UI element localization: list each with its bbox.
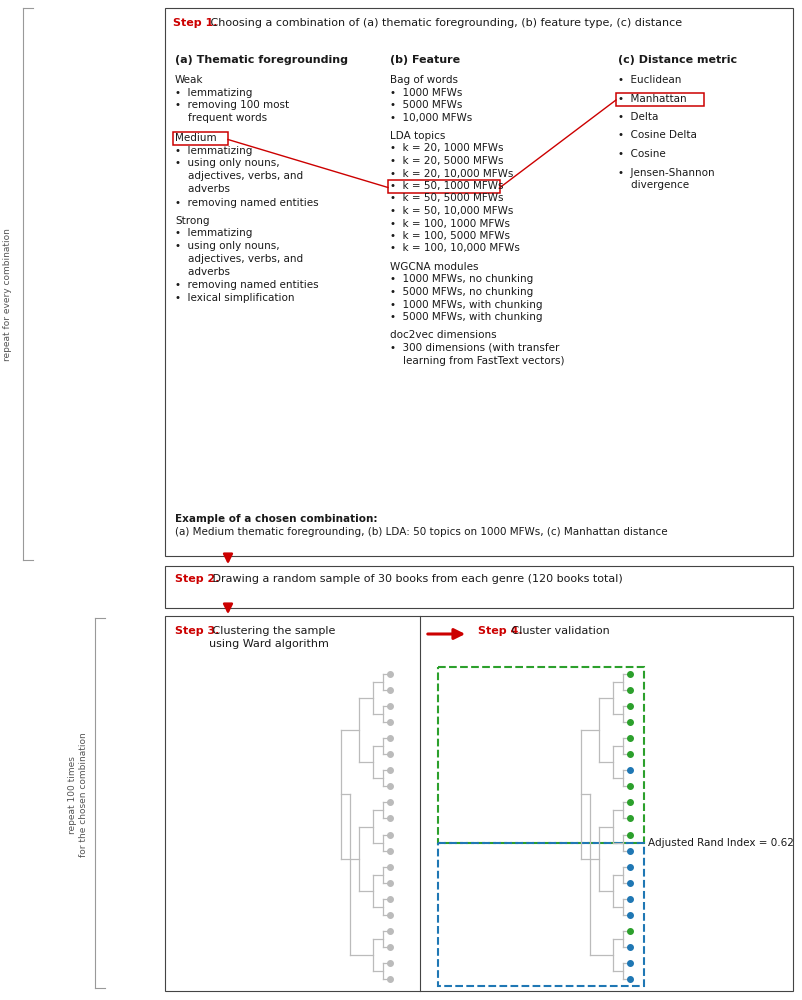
Text: Drawing a random sample of 30 books from each genre (120 books total): Drawing a random sample of 30 books from… [209,574,622,584]
Text: •  Cosine: • Cosine [618,149,665,159]
Text: •  k = 100, 5000 MFWs: • k = 100, 5000 MFWs [390,231,509,241]
Text: •  k = 20, 5000 MFWs: • k = 20, 5000 MFWs [390,156,503,166]
Text: •  k = 50, 1000 MFWs: • k = 50, 1000 MFWs [390,181,503,191]
Text: •  k = 50, 10,000 MFWs: • k = 50, 10,000 MFWs [390,206,512,216]
Text: •  5000 MFWs, no chunking: • 5000 MFWs, no chunking [390,287,533,297]
Text: Medium: Medium [175,133,217,143]
Text: Cluster validation: Cluster validation [508,626,609,636]
Bar [164,8,792,556]
Text: •  lemmatizing: • lemmatizing [175,229,252,238]
Text: •  lemmatizing: • lemmatizing [175,145,252,155]
Bar [164,566,792,608]
Text: •  using only nouns,
    adjectives, verbs, and
    adverbs: • using only nouns, adjectives, verbs, a… [175,241,302,277]
Bar [172,132,228,145]
Bar [437,843,643,986]
Text: (b) Feature: (b) Feature [390,55,460,65]
Text: Strong: Strong [175,216,209,226]
Text: Weak: Weak [175,75,203,85]
Text: •  using only nouns,
    adjectives, verbs, and
    adverbs: • using only nouns, adjectives, verbs, a… [175,158,302,194]
Text: •  Jensen-Shannon
    divergence: • Jensen-Shannon divergence [618,167,714,190]
Text: using Ward algorithm: using Ward algorithm [209,639,329,649]
Text: •  k = 100, 1000 MFWs: • k = 100, 1000 MFWs [390,219,509,229]
Text: •  k = 20, 10,000 MFWs: • k = 20, 10,000 MFWs [390,168,512,178]
Text: •  removing named entities: • removing named entities [175,280,318,290]
Text: •  10,000 MFWs: • 10,000 MFWs [390,112,472,122]
Text: •  k = 50, 5000 MFWs: • k = 50, 5000 MFWs [390,194,503,204]
Text: •  k = 20, 1000 MFWs: • k = 20, 1000 MFWs [390,143,503,153]
Text: Choosing a combination of (a) thematic foregrounding, (b) feature type, (c) dist: Choosing a combination of (a) thematic f… [207,18,681,28]
Text: •  5000 MFWs, with chunking: • 5000 MFWs, with chunking [390,312,542,322]
Text: •  1000 MFWs: • 1000 MFWs [390,88,462,98]
Text: repeat 100 times
for the chosen combination: repeat 100 times for the chosen combinat… [67,733,88,857]
Text: (c) Distance metric: (c) Distance metric [618,55,736,65]
Text: •  Delta: • Delta [618,112,658,122]
Text: •  1000 MFWs, with chunking: • 1000 MFWs, with chunking [390,300,542,310]
Text: Step 2.: Step 2. [175,574,219,584]
Text: Clustering the sample: Clustering the sample [209,626,335,636]
Text: •  Manhattan: • Manhattan [618,94,686,104]
Text: repeat for every combination: repeat for every combination [3,229,13,361]
Text: •  300 dimensions (with transfer
    learning from FastText vectors): • 300 dimensions (with transfer learning… [390,343,564,366]
Text: (a) Medium thematic foregrounding, (b) LDA: 50 topics on 1000 MFWs, (c) Manhatta: (a) Medium thematic foregrounding, (b) L… [175,527,666,537]
Text: doc2vec dimensions: doc2vec dimensions [390,330,496,340]
Text: Example of a chosen combination:: Example of a chosen combination: [175,514,377,524]
Text: •  Cosine Delta: • Cosine Delta [618,130,696,140]
Text: •  lexical simplification: • lexical simplification [175,293,294,303]
Bar [615,93,703,105]
Text: (a) Thematic foregrounding: (a) Thematic foregrounding [175,55,347,65]
Text: •  Euclidean: • Euclidean [618,75,681,85]
Bar [387,180,500,193]
Text: •  1000 MFWs, no chunking: • 1000 MFWs, no chunking [390,274,533,284]
Text: Adjusted Rand Index = 0.62: Adjusted Rand Index = 0.62 [647,838,793,848]
Text: •  lemmatizing: • lemmatizing [175,88,252,98]
Bar [437,667,643,843]
Text: Step 3.: Step 3. [175,626,219,636]
Text: LDA topics: LDA topics [390,131,445,141]
Text: •  k = 100, 10,000 MFWs: • k = 100, 10,000 MFWs [390,243,519,253]
Text: WGCNA modules: WGCNA modules [390,262,478,272]
Text: •  removing named entities: • removing named entities [175,198,318,208]
Text: Step 4.: Step 4. [477,626,522,636]
Text: Step 1.: Step 1. [172,18,217,28]
Bar [164,616,792,991]
Text: Bag of words: Bag of words [390,75,457,85]
Text: •  removing 100 most
    frequent words: • removing 100 most frequent words [175,100,289,123]
Text: •  5000 MFWs: • 5000 MFWs [390,100,462,110]
